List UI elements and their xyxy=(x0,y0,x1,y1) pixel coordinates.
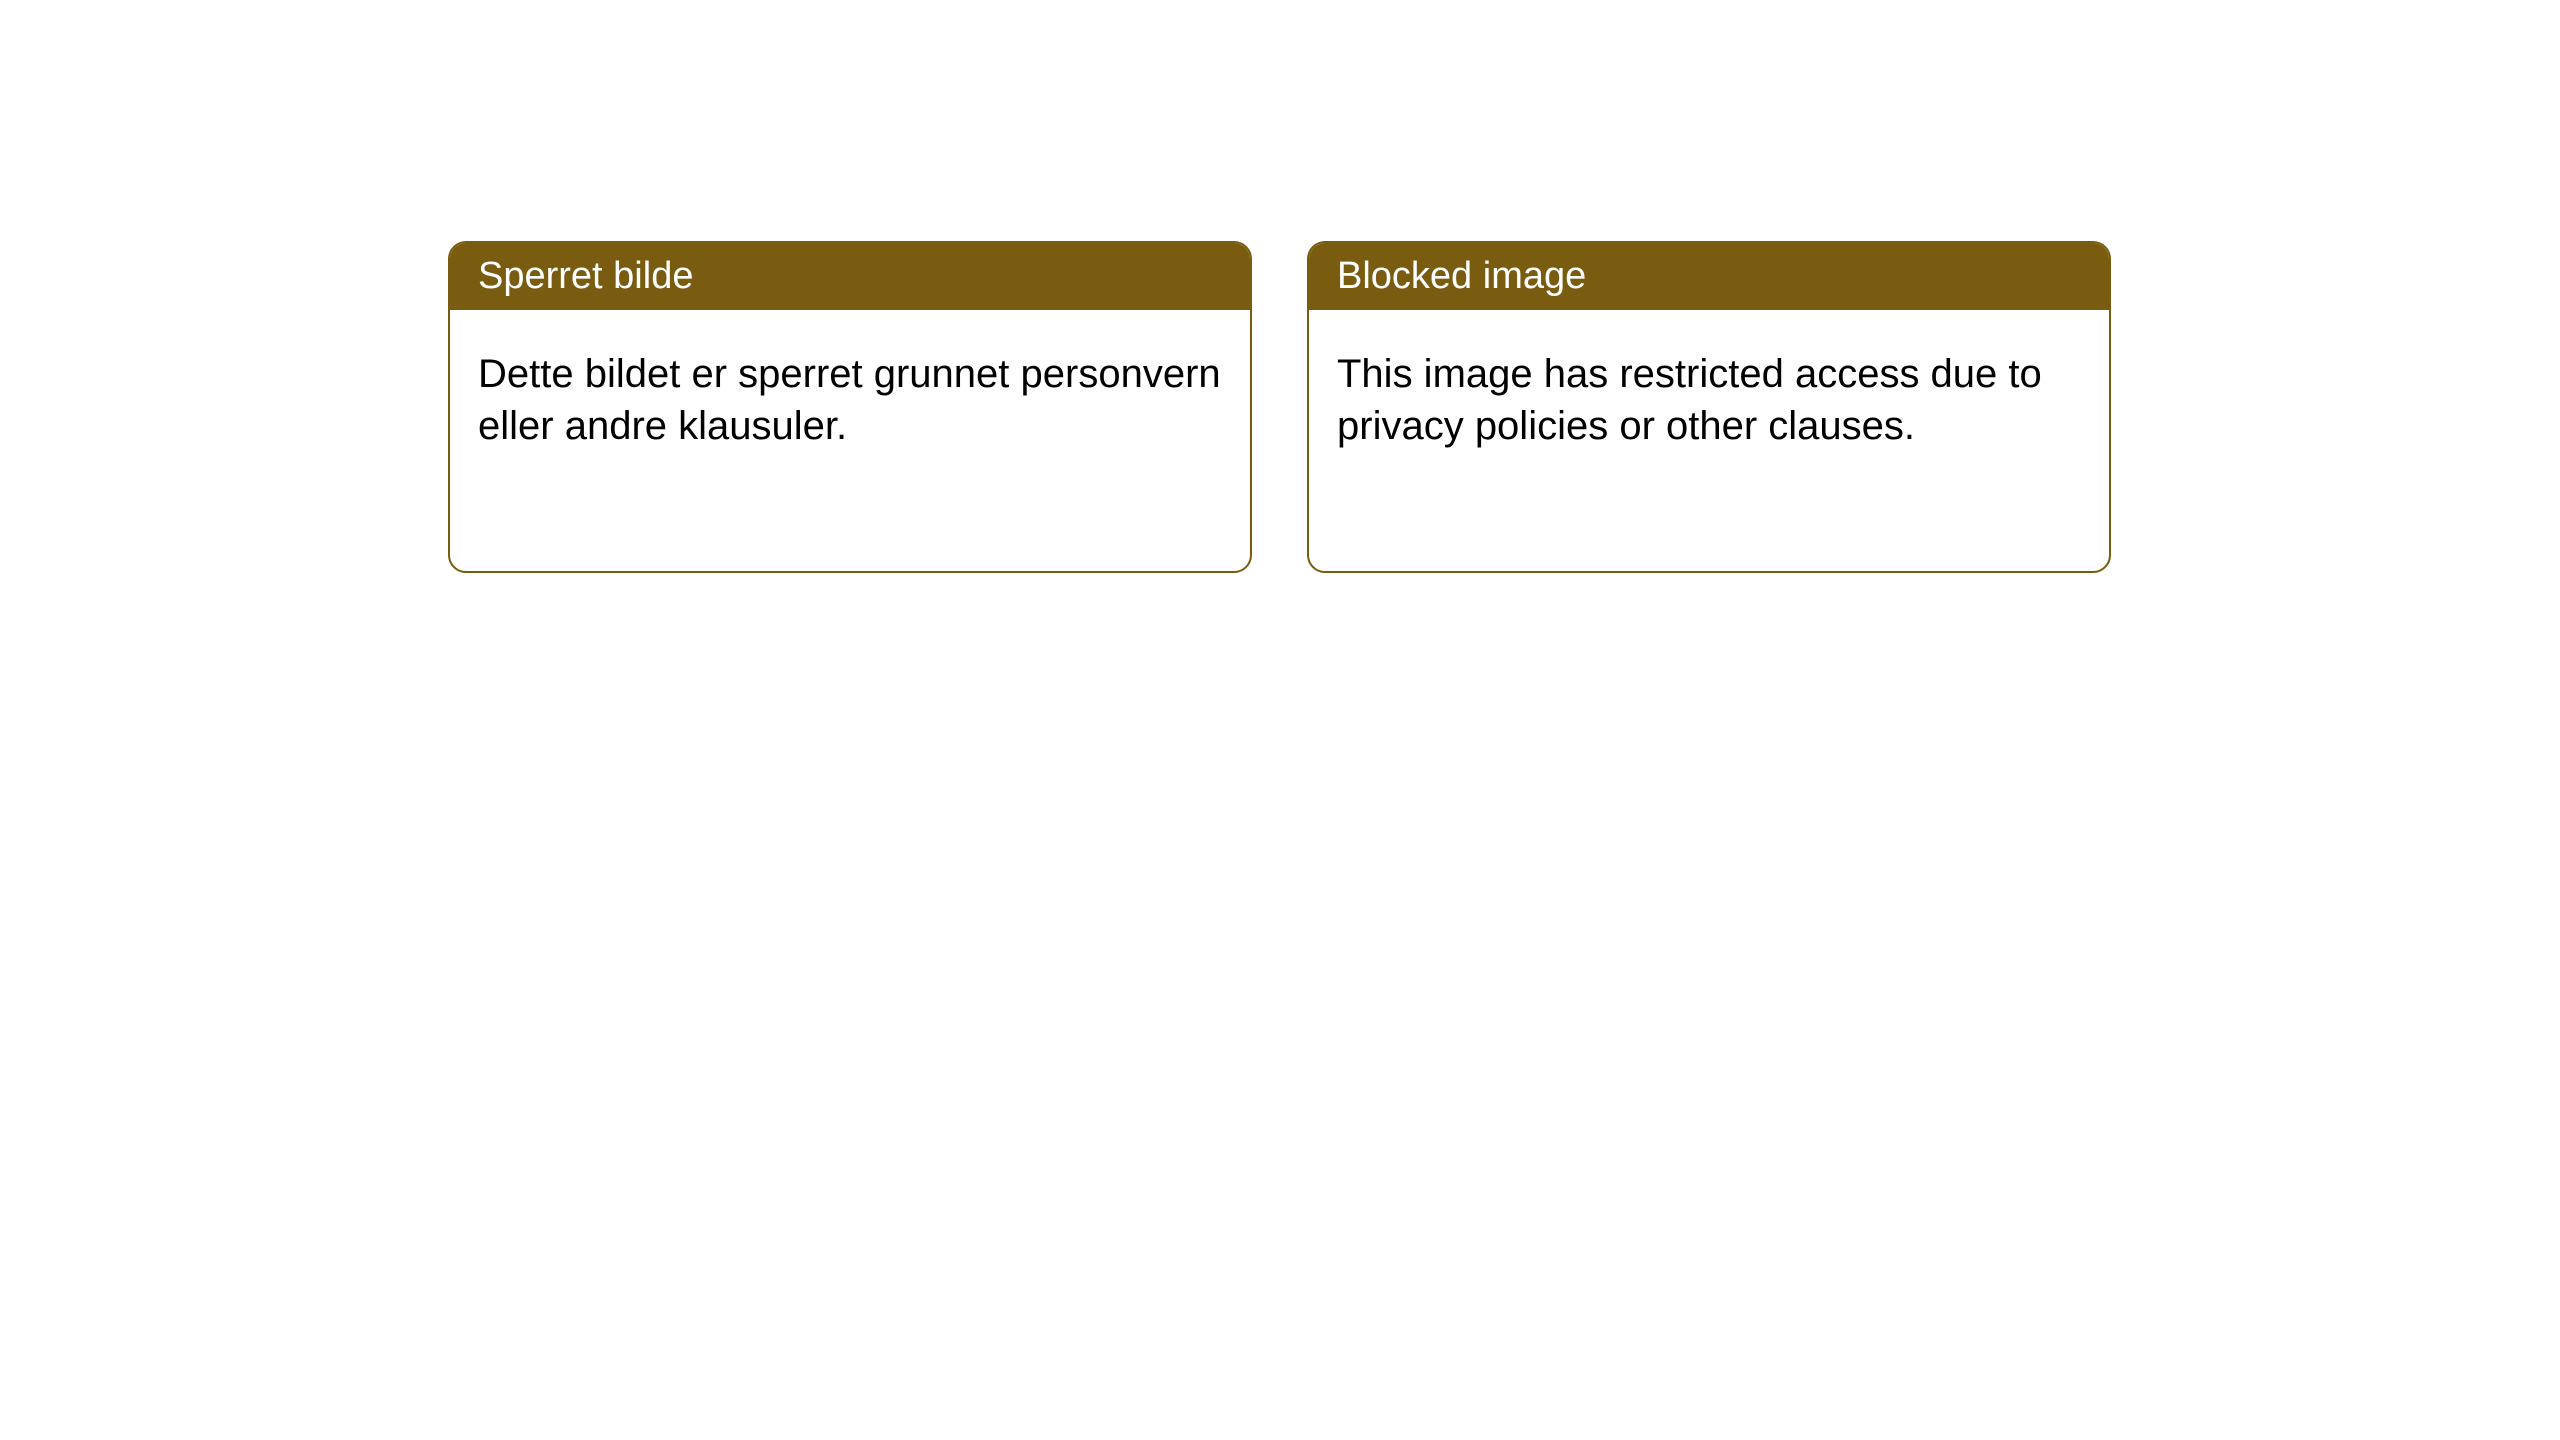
blocked-image-card-no: Sperret bilde Dette bildet er sperret gr… xyxy=(448,241,1252,573)
cards-container: Sperret bilde Dette bildet er sperret gr… xyxy=(0,0,2560,573)
card-body-text-no: Dette bildet er sperret grunnet personve… xyxy=(478,352,1221,448)
card-body-text-en: This image has restricted access due to … xyxy=(1337,352,2042,448)
card-header-no: Sperret bilde xyxy=(450,243,1250,310)
card-body-no: Dette bildet er sperret grunnet personve… xyxy=(450,310,1250,490)
blocked-image-card-en: Blocked image This image has restricted … xyxy=(1307,241,2111,573)
card-title-en: Blocked image xyxy=(1337,255,1586,297)
card-body-en: This image has restricted access due to … xyxy=(1309,310,2109,490)
card-title-no: Sperret bilde xyxy=(478,255,693,297)
card-header-en: Blocked image xyxy=(1309,243,2109,310)
